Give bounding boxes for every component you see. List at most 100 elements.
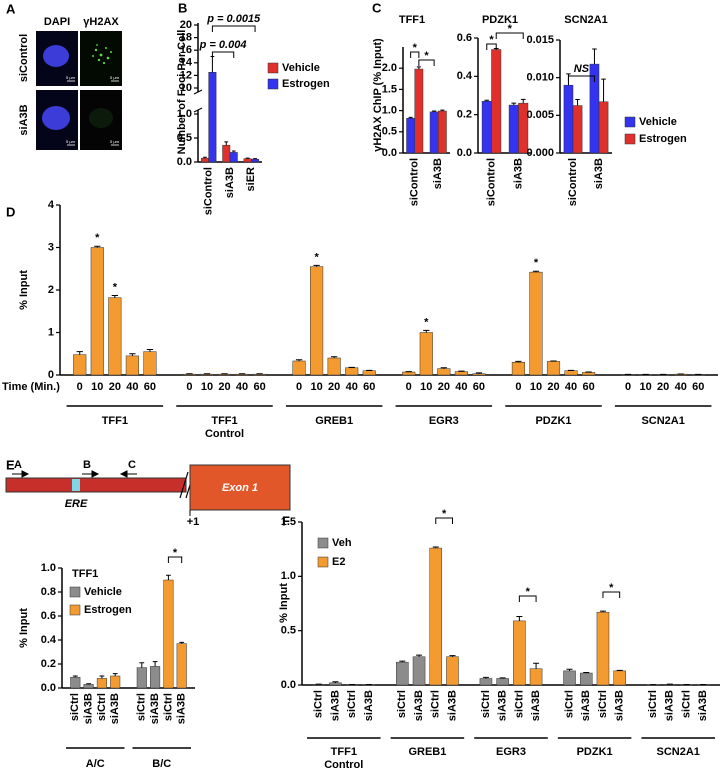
x-tick-label: 10 [420,381,432,393]
y-tick-label: 4 [48,199,55,211]
bar [208,72,217,163]
error-bar [331,356,338,358]
bar [143,351,157,376]
bar [251,158,260,163]
panel-label: F [282,513,290,528]
bar [327,357,341,376]
error-bar [72,675,78,678]
error-bar [432,546,439,549]
x-tick-label: 40 [455,381,467,393]
x-tick-label: 0 [186,381,192,393]
bar [70,676,81,689]
error-bar [520,98,526,104]
significance-bracket [211,51,235,58]
x-tick-label: 10 [201,381,213,393]
y-tick-label: 1.0 [177,108,192,120]
x-tick-label: siCtrl [346,690,358,718]
bar [125,355,139,376]
y-tick-label: 0.2 [457,109,472,121]
error-bar [575,99,580,106]
panel-label: C [372,0,382,15]
bar [454,371,468,376]
bar [491,49,502,154]
error-bar [475,372,483,374]
primer-arrow [119,470,137,478]
group-label: A/C [86,758,105,770]
x-tick-label: siCtrl [430,690,442,718]
error-bar [399,660,406,663]
bar [429,547,443,686]
error-bar [139,662,145,668]
y-tick-label: 0.010 [526,72,554,84]
bar [412,656,426,686]
group-label: SCN2A1 [641,415,684,427]
column-label: γH2AX [83,16,119,28]
legend-label: Vehicle [639,116,677,128]
x-tick-label: 0 [625,381,631,393]
error-bar [511,102,517,106]
y-tick-label: 12 [180,69,192,81]
bar [572,105,583,154]
x-tick-label: siA3B [446,690,458,721]
y-tick-label: 0.0 [281,679,296,691]
annotation: * [173,547,178,559]
x-tick-label: 60 [253,381,265,393]
y-tick-label: 1.0 [41,562,56,574]
error-bar [533,662,540,669]
nucleus [89,108,113,128]
x-tick-label: siCtrl [313,690,325,718]
annotation: * [442,508,447,520]
bar [176,643,187,689]
y-tick-label: 0.0 [41,682,56,694]
y-tick-label: 0.8 [41,586,56,598]
bar [200,157,209,163]
error-bar [601,78,606,102]
x-tick-label: siCtrl [96,693,108,721]
x-tick-label: siCtrl [136,693,148,721]
y-axis-label: % Input [18,270,30,310]
text-line: Control [205,428,244,440]
y-axis-label: % Input [18,608,30,648]
significance-bracket [567,75,595,82]
group-label: GREB1 [315,415,353,427]
bar [217,373,232,376]
error-bar [332,681,339,683]
y-tick-label: 1 [48,326,54,338]
error-bar [76,351,83,355]
y-tick-label: 0.4 [41,634,57,646]
row-label: siControl [18,34,30,82]
y-tick-label: 0.000 [526,147,554,159]
y-tick-label: 0.015 [526,34,554,46]
legend-label: Vehicle [282,62,320,74]
x-tick-label: 60 [582,381,594,393]
x-tick-label: siA3B [614,690,626,721]
foci [92,44,112,65]
bar [163,579,174,689]
bar [96,678,107,689]
error-bar [423,329,430,333]
bar [329,682,342,686]
y-tick-label: 0.2 [41,658,56,670]
group-label: GREB1 [408,746,446,758]
bar [90,247,104,376]
bar [429,111,439,154]
x-tick-label: 20 [657,381,669,393]
error-bar [99,675,105,679]
chart-title: PDZK1 [482,14,518,26]
x-tick-label: 40 [126,381,138,393]
significance-bracket [518,595,537,602]
primer-label: A [14,459,22,471]
y-axis-label: Number of Foci Per Cell [176,30,188,155]
scale-label: 5 μm [66,75,76,80]
gene-diagram: Exon 1 ERE +1 A B C [5,459,291,528]
x-tick-label: siA3B [329,690,341,721]
tss-label: +1 [187,516,200,528]
promoter [5,477,187,493]
x-tick-label: siA3B [432,158,444,189]
bar [73,354,87,376]
x-tick-label: siA3B [109,693,121,724]
nucleus [42,106,70,130]
group-label: EGR3 [429,415,459,427]
panel-label: B [178,0,187,15]
error-bar [449,655,456,657]
